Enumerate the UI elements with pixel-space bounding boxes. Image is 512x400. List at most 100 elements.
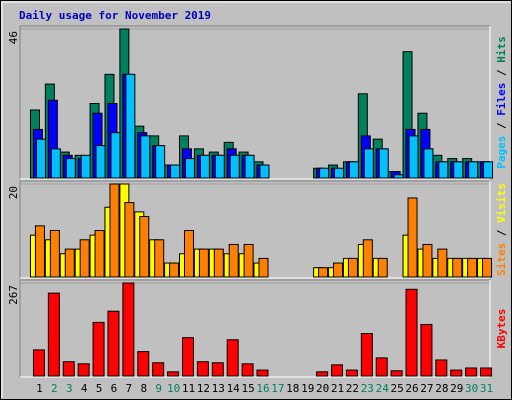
bar	[345, 369, 358, 377]
x-tick-label: 22	[346, 382, 359, 395]
bar	[408, 135, 419, 179]
bar	[452, 257, 463, 278]
bar	[49, 230, 60, 278]
bar	[420, 323, 433, 377]
x-tick-label: 1	[36, 382, 43, 395]
x-tick-label: 4	[81, 382, 88, 395]
bar	[316, 371, 329, 377]
x-tick-label: 21	[331, 382, 344, 395]
bar	[169, 262, 180, 278]
bar	[465, 367, 478, 377]
bar	[211, 362, 224, 377]
x-tick-label: 2	[51, 382, 58, 395]
chart-title: Daily usage for November 2019	[19, 9, 211, 22]
bar	[377, 257, 388, 278]
bar	[435, 359, 448, 377]
bar	[79, 239, 90, 278]
bar	[139, 216, 150, 278]
bar	[80, 154, 91, 179]
x-tick-label: 8	[140, 382, 147, 395]
bar	[229, 154, 240, 179]
bar	[64, 248, 75, 278]
bar	[154, 239, 165, 278]
bar	[196, 361, 209, 377]
bar	[140, 135, 151, 179]
x-tick-label: 10	[167, 382, 180, 395]
bar	[107, 310, 120, 377]
x-tick-label: 23	[361, 382, 374, 395]
x-tick-label: 31	[480, 382, 493, 395]
bar	[155, 145, 166, 179]
bar	[65, 158, 76, 179]
x-tick-label: 11	[182, 382, 195, 395]
bar	[32, 349, 45, 377]
y-tick-label: 46	[7, 31, 20, 44]
x-tick-label: 9	[155, 382, 162, 395]
legend-entry: Hits	[495, 36, 508, 63]
bar	[319, 167, 330, 179]
bar	[199, 154, 210, 179]
bar	[241, 363, 254, 377]
legend-entry: Sites	[495, 243, 508, 276]
bar	[34, 225, 45, 278]
bar	[167, 371, 180, 377]
bar	[258, 257, 269, 278]
x-tick-label: 24	[376, 382, 390, 395]
x-tick-label: 25	[391, 382, 404, 395]
bar	[124, 202, 135, 278]
bar	[482, 257, 493, 278]
bar	[256, 369, 269, 377]
bar	[450, 369, 463, 377]
bar	[483, 161, 494, 179]
bar	[422, 243, 433, 278]
bar	[333, 262, 344, 278]
bar	[362, 239, 373, 278]
bar	[213, 248, 224, 278]
bar	[122, 282, 135, 377]
bar	[226, 339, 239, 377]
x-tick-label: 3	[66, 382, 73, 395]
bar	[47, 292, 60, 377]
legend: Pages / Files / Hits	[495, 36, 508, 169]
bar	[331, 364, 344, 377]
bar	[259, 164, 270, 179]
bar	[92, 321, 105, 377]
x-tick-label: 6	[111, 382, 118, 395]
bar	[437, 248, 448, 278]
x-tick-label: 29	[450, 382, 463, 395]
bar	[334, 167, 345, 179]
x-tick-label: 20	[316, 382, 329, 395]
x-tick-label: 14	[227, 382, 241, 395]
bar	[244, 154, 255, 179]
legend-separator: /	[495, 63, 508, 83]
panel	[19, 279, 491, 378]
legend-entry: KBytes	[495, 309, 508, 349]
bar	[468, 161, 479, 179]
x-tick-label: 26	[405, 382, 418, 395]
bar	[94, 230, 105, 278]
bar	[375, 357, 388, 377]
bar	[109, 183, 120, 278]
bar	[77, 363, 90, 377]
bar	[228, 243, 239, 278]
bar	[378, 148, 389, 179]
legend-entry: Pages	[495, 136, 508, 169]
bar	[405, 288, 418, 377]
bar	[35, 138, 46, 179]
bar	[214, 154, 225, 179]
bar	[198, 248, 209, 278]
bar	[347, 257, 358, 278]
bar	[110, 132, 121, 179]
bar	[467, 257, 478, 278]
x-tick-label: 7	[126, 382, 133, 395]
bar	[318, 267, 329, 278]
x-tick-label: 16	[256, 382, 269, 395]
bar	[438, 161, 449, 179]
y-tick-label: 267	[7, 285, 20, 305]
legend: KBytes	[495, 309, 508, 349]
legend-separator: /	[495, 223, 508, 243]
x-tick-label: 30	[465, 382, 478, 395]
bar	[170, 164, 181, 179]
bar	[480, 367, 493, 377]
bar	[50, 148, 61, 179]
